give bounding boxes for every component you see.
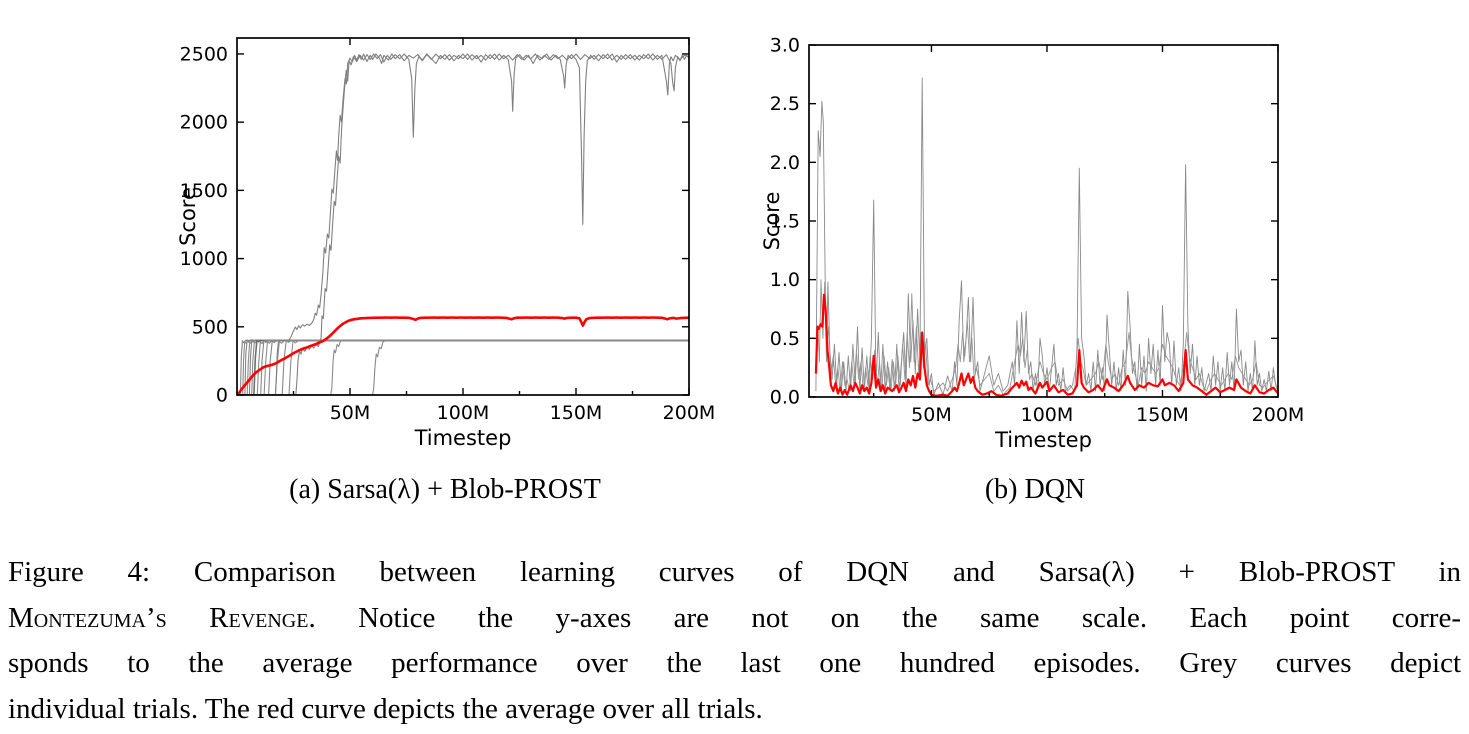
y-axis-label: Score (176, 187, 200, 246)
series-trial-climber-1 (237, 53, 689, 395)
subcaption-a: (a) Sarsa(λ) + Blob-PROST (289, 474, 601, 505)
y-tick-label: 2500 (180, 43, 228, 65)
x-axis-label: Timestep (414, 426, 512, 450)
y-tick-label: 1.0 (770, 269, 800, 291)
figure-caption: Figure 4: Comparison between learning cu… (8, 550, 1461, 732)
caption-line-2: Montezuma’s Revenge. Notice the y-axes a… (8, 596, 1461, 642)
caption-text: individual trials. The red curve depicts… (8, 692, 763, 725)
sarsa-blob-prost-chart: 50M 100M 150M 200M 0 500 1000 1500 2000 2500 Times… (176, 37, 716, 450)
x-tick-label: 200M (663, 402, 716, 424)
series-trial-2 (815, 279, 1278, 396)
y-tick-label: 1500 (180, 180, 228, 202)
y-tick-label: 0.0 (770, 387, 800, 409)
y-axis-label: Score (760, 192, 784, 251)
series-average (237, 316, 689, 395)
series-layer (237, 53, 689, 395)
figure-canvas: 50M 100M 150M 200M 0 500 1000 1500 2000 2500 Times… (176, 35, 1304, 453)
tick-labels: 50M 100M 150M 200M 0.0 0.5 1.0 1.5 2.0 2.5 3.0 (770, 35, 1305, 427)
tick-labels: 50M 100M 150M 200M 0 500 1000 1500 2000 2500 (180, 43, 716, 424)
y-tick-label: 0.5 (770, 328, 800, 350)
series-trial-1 (815, 77, 1278, 396)
caption-line-1: Figure 4: Comparison between learning cu… (8, 550, 1461, 596)
dqn-chart: 50M 100M 150M 200M 0.0 0.5 1.0 1.5 2.0 2.5 3.0 Time… (760, 35, 1304, 453)
x-tick-label: 150M (1136, 404, 1189, 426)
y-tick-label: 2.0 (770, 152, 800, 174)
plot-border (808, 44, 1279, 398)
caption-smallcaps: Montezuma’s Revenge (8, 601, 309, 634)
caption-text: sponds to the average performance over t… (8, 647, 1461, 679)
x-tick-label: 100M (1021, 404, 1074, 426)
x-tick-label: 50M (911, 404, 952, 426)
y-tick-label: 500 (192, 316, 228, 338)
subcaption-b: (b) DQN (984, 474, 1086, 505)
y-tick-label: 0 (216, 385, 228, 407)
y-tick-label: 1.5 (770, 211, 800, 233)
x-tick-label: 100M (437, 402, 490, 424)
ticks (809, 44, 1279, 398)
caption-text: Figure 4: Comparison between learning cu… (8, 556, 1461, 588)
series-layer (814, 77, 1278, 397)
caption-line-4: individual trials. The red curve depicts… (8, 687, 1461, 733)
caption-line-3: sponds to the average performance over t… (8, 641, 1461, 687)
series-trial-climber-2 (237, 53, 689, 395)
y-tick-label: 1000 (180, 248, 228, 270)
series-average (814, 293, 1278, 397)
x-tick-label: 200M (1252, 404, 1305, 426)
y-tick-label: 2000 (180, 112, 228, 134)
caption-text: . Notice the y-axes are not on the same … (308, 601, 1461, 634)
x-axis-label: Timestep (994, 428, 1092, 452)
plot-border (236, 37, 690, 396)
y-tick-label: 2.5 (770, 93, 800, 115)
series-trial-late-2 (237, 339, 689, 395)
x-tick-label: 150M (550, 402, 603, 424)
ticks (237, 38, 690, 396)
y-tick-label: 3.0 (770, 35, 800, 57)
series-trial-late-1 (237, 339, 689, 395)
x-tick-label: 50M (330, 402, 371, 424)
